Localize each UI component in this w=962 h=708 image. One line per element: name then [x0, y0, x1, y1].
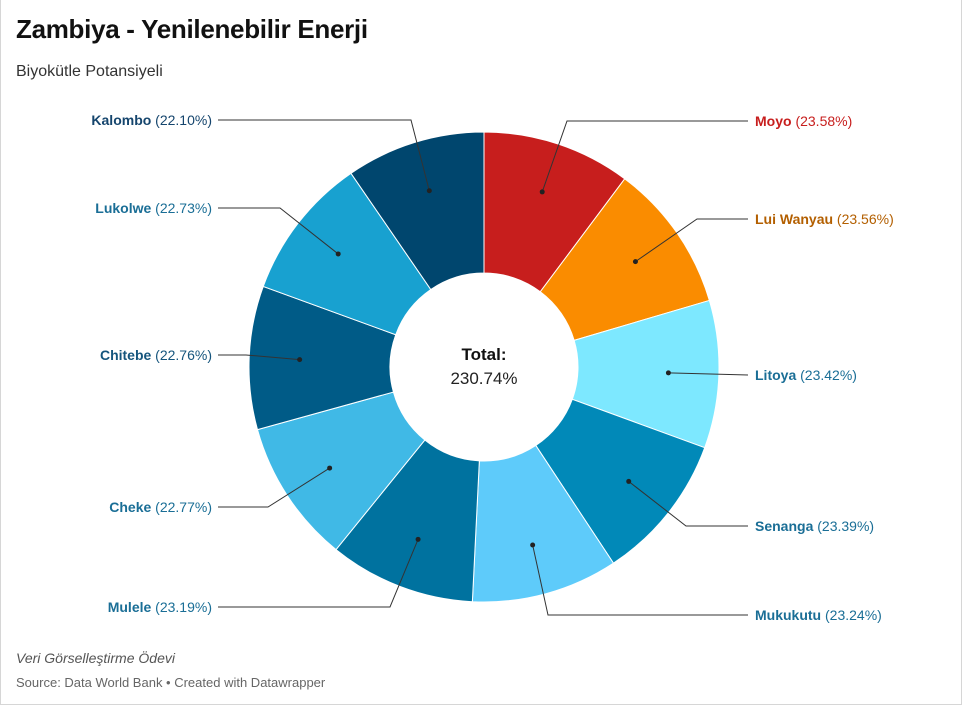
slice-labels: Moyo (23.58%) Lui Wanyau (23.56%) Litoya (…: [91, 112, 893, 623]
leader-line: [218, 119, 430, 191]
leader-dot: [327, 465, 333, 471]
slice-label-name: Chitebe: [100, 347, 152, 363]
chart-source: Source: Data World Bank • Created with D…: [16, 675, 326, 690]
slice-label-name: Mulele: [108, 599, 152, 615]
slice-label-name: Mukukutu: [755, 607, 821, 623]
slice-label-value: (23.56%): [833, 211, 894, 227]
leader-line: [635, 218, 748, 263]
leader-line: [218, 467, 330, 508]
slice-label-name: Cheke: [109, 499, 151, 515]
leader-dot: [626, 478, 632, 484]
leader-dot: [426, 188, 432, 194]
slice-label-value: (23.58%): [792, 113, 853, 129]
slice-label-name: Senanga: [755, 518, 814, 534]
slice-label-value: (23.24%): [821, 607, 882, 623]
slice-label: Lui Wanyau (23.56%): [755, 211, 894, 227]
slice-label-value: (22.76%): [151, 347, 212, 363]
slice-label: Mukukutu (23.24%): [755, 607, 882, 623]
chart-notes: Veri Görselleştirme Ödevi: [16, 650, 175, 666]
slice-label: Kalombo (22.10%): [91, 112, 212, 128]
leader-dot: [539, 189, 545, 195]
slice-label: Litoya (23.42%): [755, 367, 857, 383]
leader-line: [532, 544, 748, 616]
slice-label: Cheke (22.77%): [109, 499, 212, 515]
center-total-label: Total:: [461, 345, 506, 364]
slice-label-value: (23.19%): [151, 599, 212, 615]
chart-subtitle: Biyokütle Potansiyeli: [16, 63, 163, 80]
leader-line: [668, 372, 749, 376]
slice-label-name: Moyo: [755, 113, 792, 129]
slice-label-name: Lukolwe: [95, 200, 151, 216]
leader-line: [541, 120, 748, 193]
slice-label: Chitebe (22.76%): [100, 347, 212, 363]
center-total-value: 230.74%: [450, 369, 517, 388]
slice-label-value: (22.73%): [151, 200, 212, 216]
leader-dot: [335, 251, 341, 257]
leader-line: [218, 207, 339, 255]
leader-dot: [530, 542, 536, 548]
slice-label-value: (23.42%): [796, 367, 857, 383]
slice-label: Moyo (23.58%): [755, 113, 852, 129]
leader-dot: [415, 536, 421, 542]
slice-group: [248, 131, 720, 603]
leader-dot: [297, 357, 303, 363]
slice-label-name: Kalombo: [91, 112, 151, 128]
leader-dot: [632, 259, 638, 265]
slice-label-value: (22.10%): [151, 112, 212, 128]
leader-lines: [218, 119, 749, 616]
slice-label: Mulele (23.19%): [108, 599, 212, 615]
slice-label: Senanga (23.39%): [755, 518, 874, 534]
donut-hole: [390, 273, 578, 461]
slice-label-value: (22.77%): [151, 499, 212, 515]
chart-title: Zambiya - Yenilenebilir Enerji: [16, 14, 368, 44]
leader-line: [218, 354, 300, 361]
leader-line: [218, 539, 419, 608]
slice-label-name: Litoya: [755, 367, 796, 383]
slice-label-value: (23.39%): [813, 518, 874, 534]
leader-line: [628, 481, 748, 527]
slice-label-name: Lui Wanyau: [755, 211, 833, 227]
slice-label: Lukolwe (22.73%): [95, 200, 212, 216]
leader-dot: [665, 370, 671, 376]
